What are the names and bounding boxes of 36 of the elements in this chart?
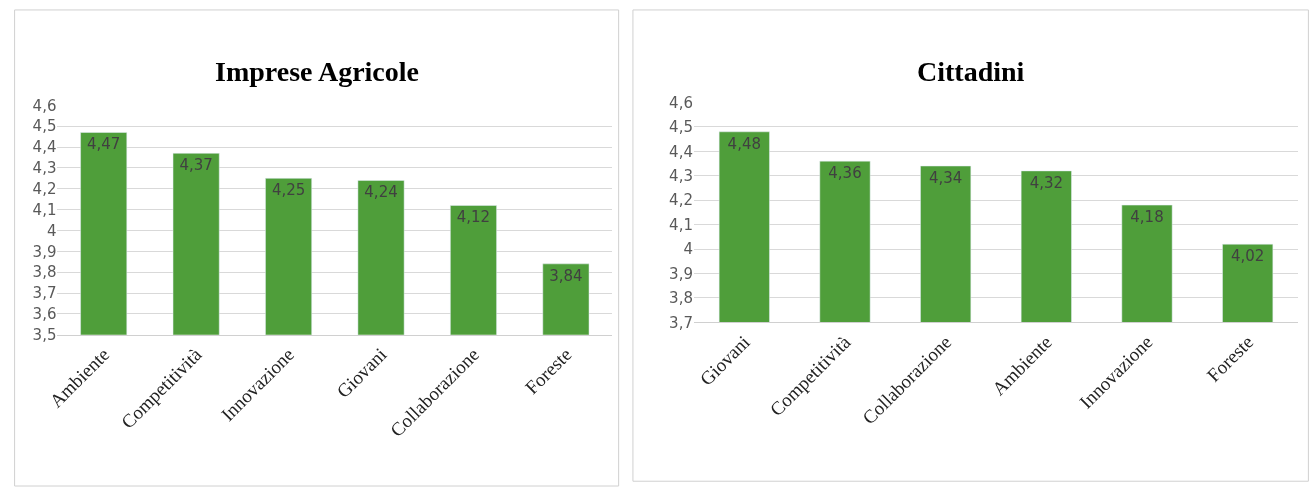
y-tick-label: 4,5	[669, 118, 693, 137]
y-tick-label: 4,1	[669, 215, 693, 234]
y-tick-label: 3,8	[32, 263, 57, 282]
data-label: 3,84	[549, 266, 583, 285]
chart-title: Cittadini	[917, 56, 1025, 87]
y-tick-label: 3,9	[32, 242, 57, 261]
y-tick-label: 4,2	[32, 180, 57, 199]
chart-title: Imprese Agricole	[215, 56, 419, 87]
y-tick-label: 4,5	[32, 117, 57, 136]
y-tick-label: 3,6	[32, 305, 57, 324]
y-tick-label: 3,8	[669, 289, 693, 308]
y-tick-label: 4,4	[32, 138, 57, 157]
data-label: 4,37	[179, 156, 213, 175]
data-label: 4,32	[1029, 173, 1064, 192]
data-label: 4,48	[727, 134, 762, 153]
data-label: 4,34	[928, 169, 963, 188]
y-tick-label: 3,7	[32, 284, 57, 303]
y-tick-label: 4,3	[32, 159, 57, 178]
y-tick-label: 4	[683, 240, 693, 259]
data-label: 4,02	[1230, 247, 1265, 266]
y-tick-label: 4,3	[669, 167, 693, 186]
data-label: 4,18	[1130, 208, 1164, 227]
y-tick-label: 4	[46, 221, 57, 240]
data-label: 4,47	[86, 135, 121, 154]
data-label: 4,24	[364, 183, 398, 202]
y-tick-label: 3,5	[32, 326, 57, 345]
data-label: 4,25	[271, 181, 306, 200]
y-tick-label: 4,2	[669, 191, 693, 210]
y-tick-label: 4,1	[32, 200, 57, 219]
y-tick-label: 3,7	[669, 313, 693, 332]
data-label: 4,36	[828, 164, 862, 183]
y-tick-label: 3,9	[669, 264, 693, 283]
y-tick-label: 4,6	[669, 93, 693, 112]
y-tick-label: 4,4	[669, 142, 693, 161]
y-tick-label: 4,6	[32, 96, 57, 115]
data-label: 4,12	[456, 208, 491, 227]
